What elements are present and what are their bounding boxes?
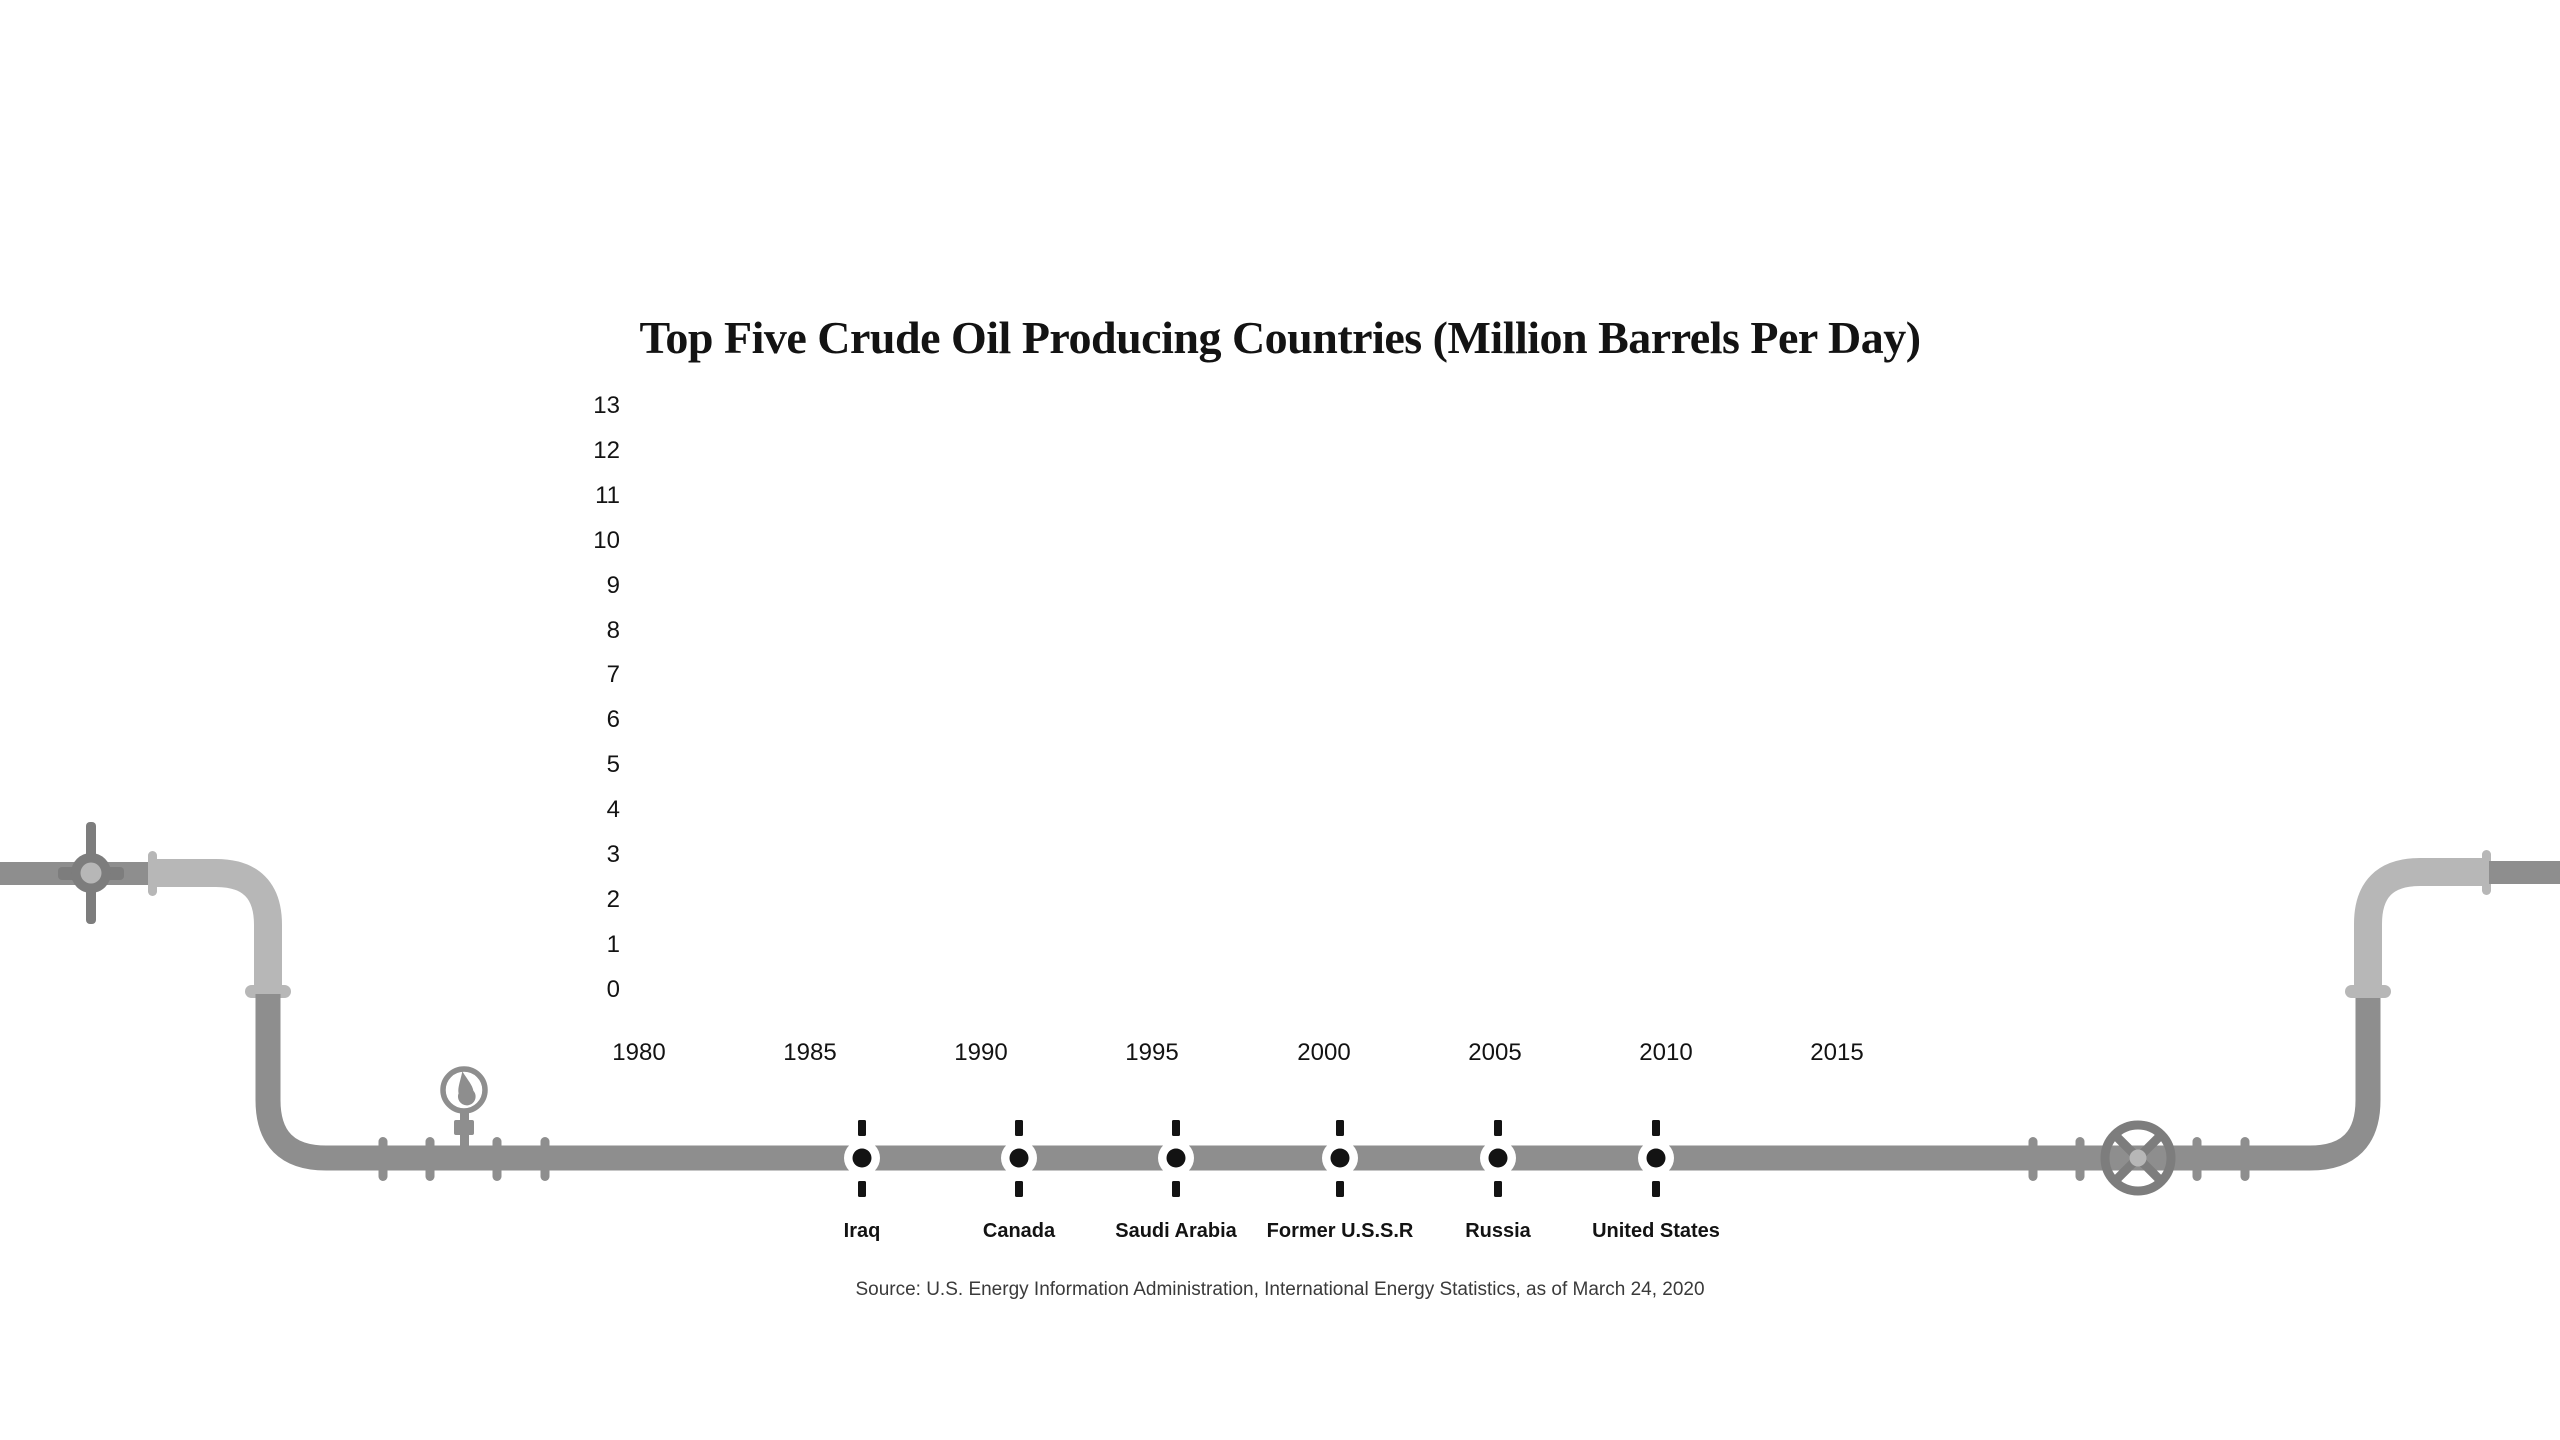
chart-title: Top Five Crude Oil Producing Countries (… (639, 311, 1921, 363)
pipe-flange-right (2482, 850, 2491, 895)
y-tick-label: 8 (606, 617, 620, 644)
x-tick-label: 2010 (1639, 1039, 1693, 1066)
country-label: Canada (982, 1220, 1056, 1242)
country-marker-former-ussr (1322, 1120, 1358, 1197)
pipe-fitting-flanges (378, 1137, 2250, 1181)
pressure-gauge-icon (440, 1066, 488, 1149)
main-pipeline (255, 994, 2381, 1171)
country-marker-canada (1001, 1120, 1037, 1197)
cross-valve-icon (58, 822, 124, 924)
handwheel-valve-icon (2100, 1120, 2176, 1196)
y-tick-label: 13 (593, 392, 620, 419)
x-tick-label: 2000 (1297, 1039, 1351, 1066)
y-tick-label: 0 (606, 976, 620, 1003)
country-label: Russia (1465, 1220, 1531, 1242)
x-tick-label: 1980 (612, 1039, 666, 1066)
y-tick-label: 11 (595, 482, 620, 509)
country-label: United States (1592, 1220, 1720, 1242)
y-tick-label: 7 (606, 661, 620, 688)
x-tick-label: 1990 (954, 1039, 1008, 1066)
y-tick-label: 12 (593, 437, 620, 464)
y-tick-label: 10 (593, 527, 620, 554)
country-marker-united-states (1638, 1120, 1674, 1197)
elbow-pipe-left (152, 859, 282, 992)
elbow-pipe-right (2354, 858, 2486, 992)
x-tick-label: 1985 (783, 1039, 837, 1066)
source-attribution: Source: U.S. Energy Information Administ… (855, 1279, 1705, 1300)
y-tick-label: 3 (606, 841, 620, 868)
y-tick-label: 2 (606, 886, 620, 913)
country-marker-saudi-arabia (1158, 1120, 1194, 1197)
country-label: Saudi Arabia (1115, 1220, 1237, 1242)
pipe-right-outlet (2489, 861, 2560, 884)
country-label: Iraq (843, 1220, 881, 1242)
x-tick-label: 1995 (1125, 1039, 1179, 1066)
y-tick-label: 5 (606, 751, 620, 778)
y-tick-label: 6 (606, 706, 620, 733)
country-marker-iraq (844, 1120, 880, 1197)
y-tick-label: 1 (606, 931, 620, 958)
y-tick-label: 4 (606, 796, 620, 823)
country-label: Former U.S.S.R (1266, 1220, 1414, 1242)
y-tick-label: 9 (606, 572, 620, 599)
country-marker-russia (1480, 1120, 1516, 1197)
x-tick-label: 2015 (1810, 1039, 1864, 1066)
x-tick-label: 2005 (1468, 1039, 1522, 1066)
